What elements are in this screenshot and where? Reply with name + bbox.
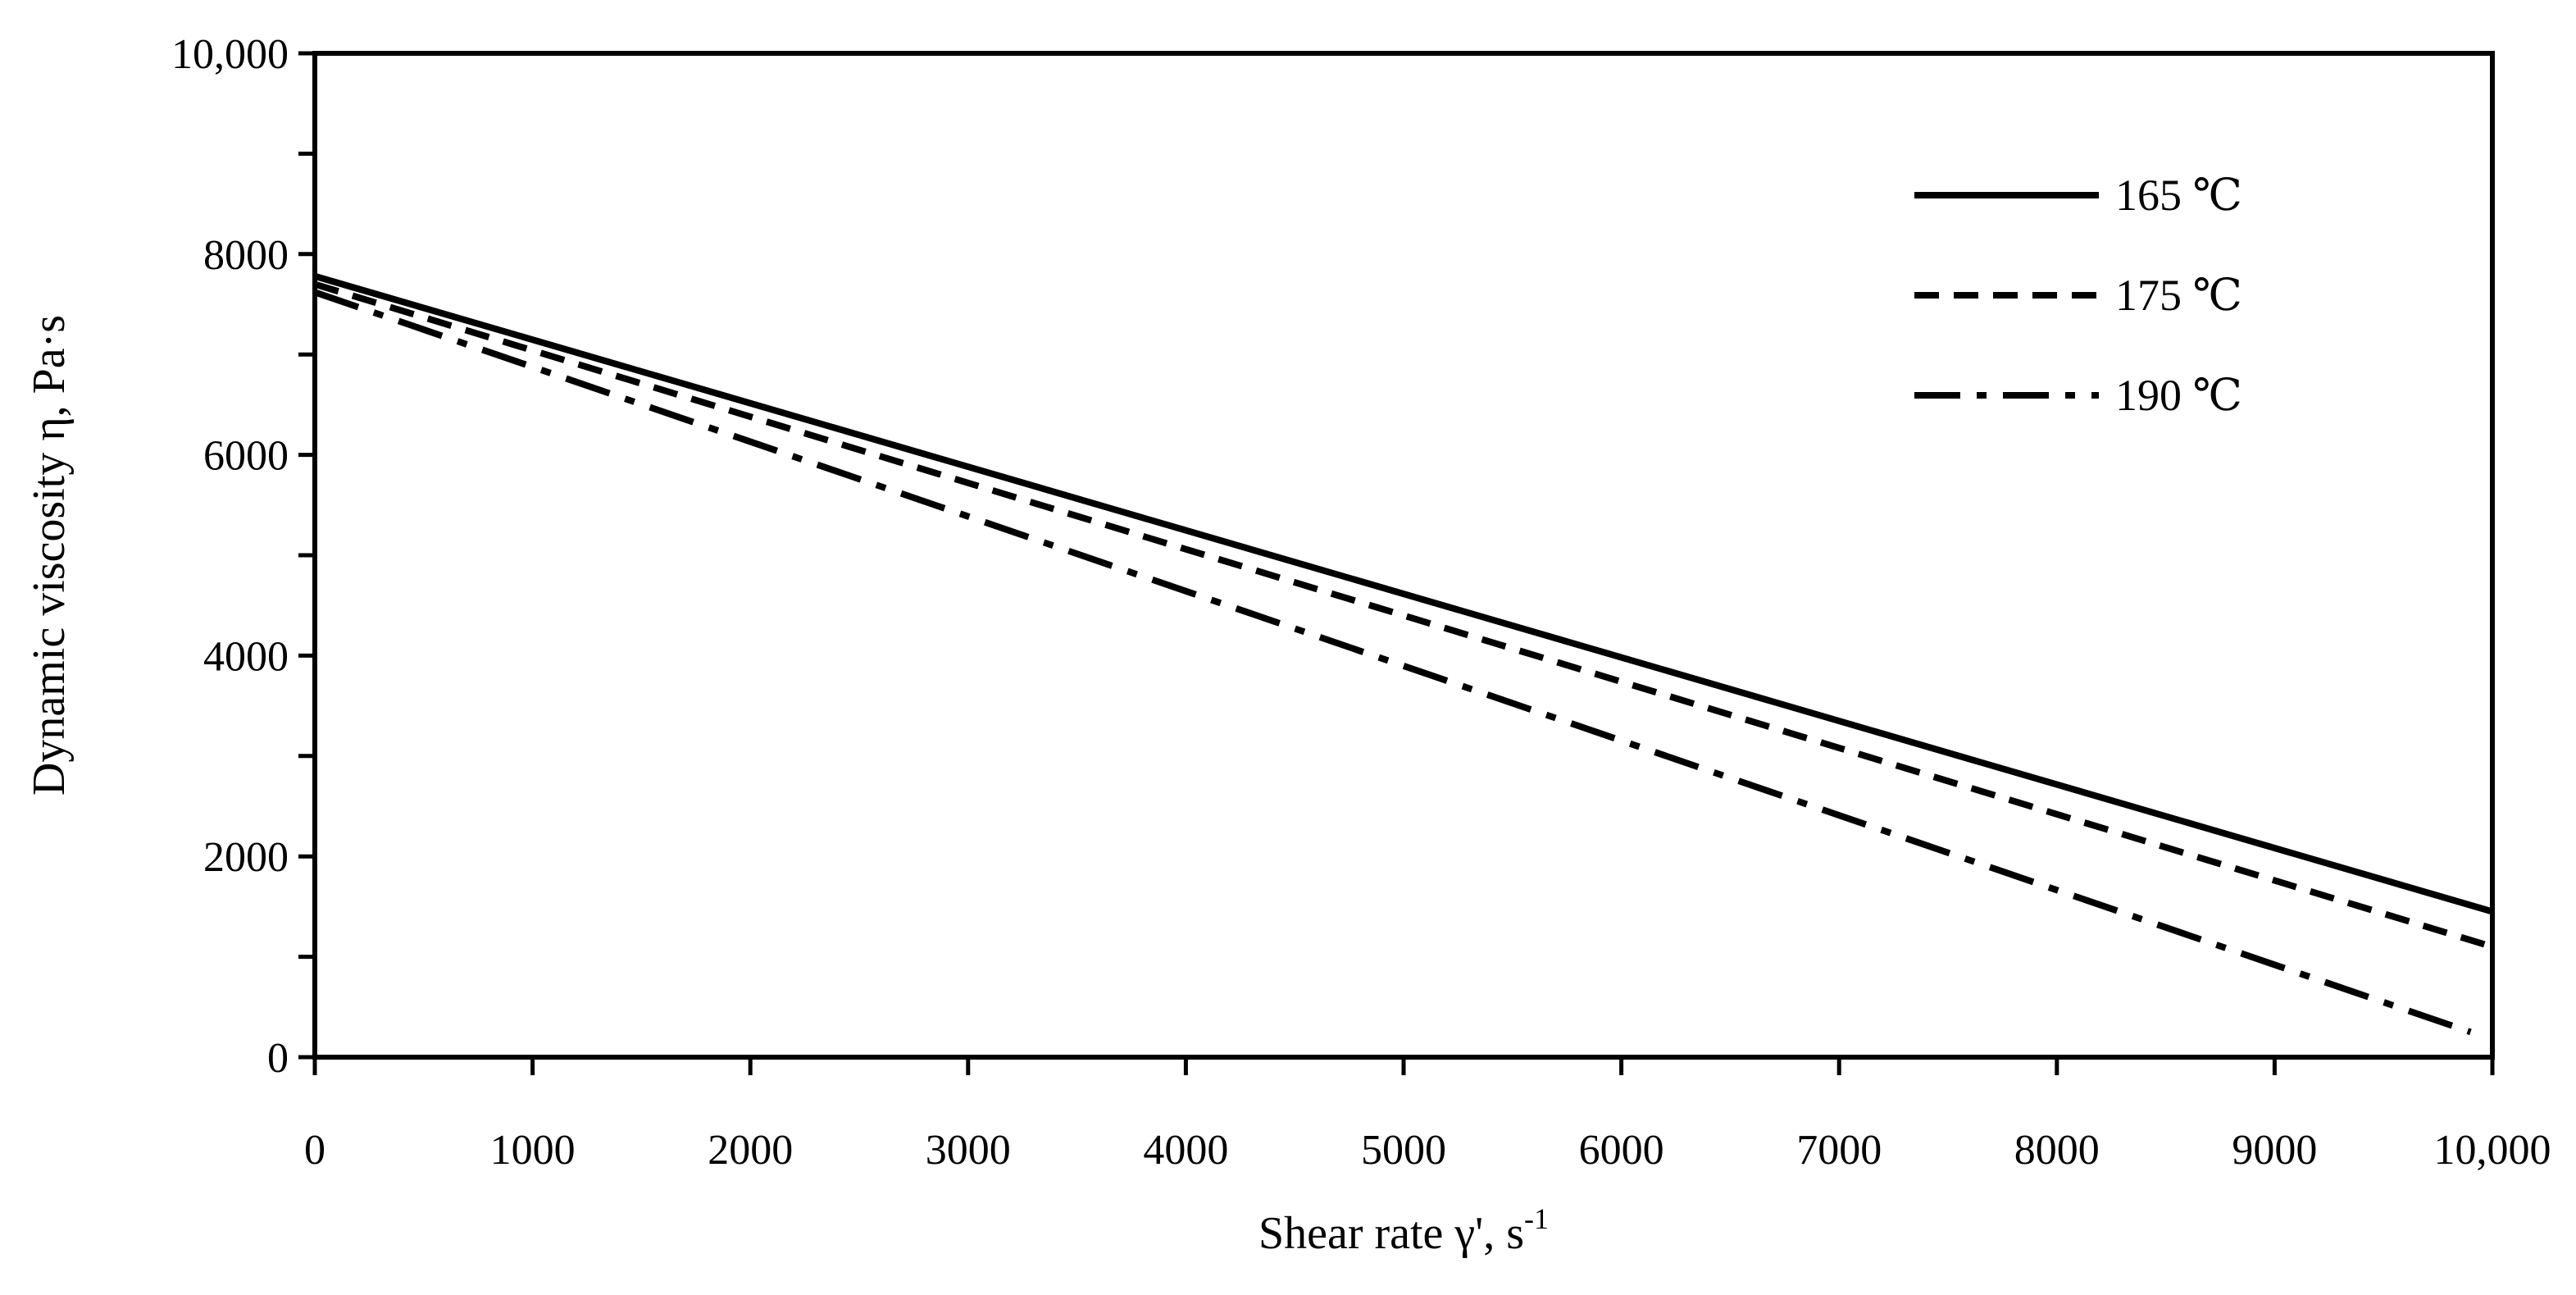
legend-label-1: 165 ℃ bbox=[2115, 171, 2242, 220]
x-tick-label: 8000 bbox=[2014, 1127, 2100, 1174]
x-tick-label: 1000 bbox=[490, 1127, 576, 1174]
x-tick-label: 2000 bbox=[708, 1127, 793, 1174]
y-tick-label: 6000 bbox=[203, 433, 289, 480]
legend-label-2: 175 ℃ bbox=[2115, 271, 2242, 320]
series-line-3 bbox=[313, 289, 2472, 1036]
x-tick-label: 4000 bbox=[1143, 1127, 1228, 1174]
y-axis-title: Dynamic viscosity η, Pa·s bbox=[24, 315, 75, 796]
x-tick-label: 7000 bbox=[1796, 1127, 1882, 1174]
x-tick-label: 3000 bbox=[926, 1127, 1011, 1174]
x-tick-label: 0 bbox=[304, 1127, 325, 1174]
y-axis-ticks: 0 2000 4000 6000 8000 10,000 bbox=[171, 31, 315, 1082]
y-tick-label: 10,000 bbox=[171, 31, 289, 78]
legend-label-3: 190 ℃ bbox=[2115, 371, 2242, 420]
x-axis-ticks: 0 1000 2000 3000 4000 5000 6000 7000 8000 9000 10,… bbox=[304, 1057, 2551, 1174]
x-tick-label: 9000 bbox=[2232, 1127, 2317, 1174]
legend: 165 ℃ 175 ℃ 190 ℃ bbox=[1914, 171, 2242, 420]
x-tick-label: 6000 bbox=[1579, 1127, 1664, 1174]
y-tick-label: 2000 bbox=[203, 834, 289, 881]
y-tick-label: 4000 bbox=[203, 633, 289, 680]
y-tick-label: 0 bbox=[267, 1035, 289, 1082]
series-lines bbox=[313, 272, 2494, 1036]
x-axis-title-superscript: -1 bbox=[1524, 1202, 1549, 1235]
series-line-1 bbox=[313, 272, 2494, 915]
x-tick-label: 10,000 bbox=[2434, 1127, 2551, 1174]
y-tick-label: 8000 bbox=[203, 232, 289, 279]
x-axis-title: Shear rate γ', s-1 bbox=[1258, 1202, 1549, 1259]
x-tick-label: 5000 bbox=[1361, 1127, 1446, 1174]
series-line-2 bbox=[313, 280, 2494, 951]
